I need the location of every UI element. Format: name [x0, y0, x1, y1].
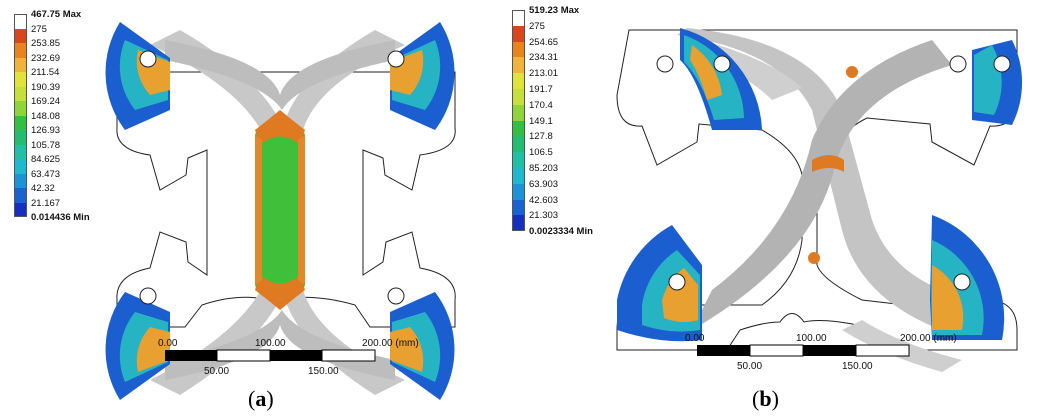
body-a: [105, 22, 455, 400]
legend-swatch: [512, 10, 525, 26]
legend-swatch: [14, 115, 27, 130]
caption-b: (b): [752, 386, 779, 411]
scale-a-bottom-1: 150.00: [308, 366, 339, 377]
legend-label: 126.93: [31, 125, 61, 136]
legend-a: 467.75 Max 275 253.85 232.69 211.54 190.39 169…: [14, 9, 124, 234]
legend-label: 85.203: [529, 163, 559, 174]
legend-swatch: [512, 73, 525, 89]
legend-label: 0.0023334 Min: [529, 226, 593, 238]
legend-swatch: [512, 89, 525, 105]
body-b: [617, 28, 1023, 372]
legend-label: 63.903: [529, 178, 559, 190]
legend-swatch: [14, 57, 27, 72]
legend-label: 84.625: [31, 154, 61, 165]
legend-swatch: [14, 28, 27, 43]
legend-label: 232.69: [31, 52, 61, 64]
legend-swatch: [14, 188, 27, 203]
legend-label: 275: [529, 20, 545, 32]
legend-swatch: [512, 152, 525, 168]
legend-swatch: [512, 183, 525, 200]
legend-swatch: [512, 199, 525, 216]
scale-b-top-1: 100.00: [796, 333, 827, 344]
scale-b-bottom-0: 50.00: [737, 361, 762, 372]
legend-label: 467.75 Max: [31, 9, 82, 20]
legend-swatch: [512, 215, 525, 232]
scale-bar-b: 0.00 100.00 200.00 (mm) 50.00 150.00: [685, 333, 957, 372]
legend-label: 21.167: [31, 197, 61, 209]
legend-swatch: [14, 86, 27, 101]
legend-label: 253.85: [31, 38, 61, 49]
legend-label: 106.5: [529, 147, 553, 159]
panel-a: 467.75 Max 275 253.85 232.69 211.54 190.39 169…: [0, 0, 512, 417]
scale-b-top-2: 200.00 (mm): [900, 333, 957, 344]
legend-label: 63.473: [31, 168, 61, 180]
legend-label: 149.1: [529, 115, 553, 127]
legend-label: 234.31: [529, 52, 559, 64]
legend-label: 190.39: [31, 81, 61, 93]
legend-swatch: [512, 136, 525, 153]
legend-swatch: [14, 202, 27, 217]
legend-label: 519.23 Max: [529, 5, 580, 16]
legend-swatch: [512, 168, 525, 184]
scale-a-top-1: 100.00: [255, 338, 286, 349]
scale-a-bottom-0: 50.00: [204, 366, 229, 377]
legend-label: 105.78: [31, 139, 61, 151]
legend-label: 275: [31, 23, 47, 35]
legend-b: 519.23 Max 275 254.65 234.31 213.01 191.7 170.…: [512, 5, 624, 248]
legend-label: 191.7: [529, 84, 553, 95]
legend-swatch: [512, 25, 525, 42]
legend-label: 211.54: [31, 67, 60, 78]
legend-swatch: [14, 130, 27, 145]
legend-label: 127.8: [529, 131, 553, 143]
legend-label: 42.32: [31, 183, 55, 194]
legend-label: 21.303: [529, 210, 559, 222]
panel-b: 519.23 Max 275 254.65 234.31 213.01 191.7 170.…: [512, 0, 1037, 417]
legend-label: 42.603: [529, 194, 559, 206]
caption-a: (a): [248, 386, 274, 411]
fem-plot-b: 0.00 100.00 200.00 (mm) 50.00 150.00: [616, 28, 1023, 372]
legend-label: 254.65: [529, 36, 559, 48]
scale-a-top-0: 0.00: [158, 338, 178, 349]
legend-label: 0.014436 Min: [31, 212, 90, 223]
legend-swatch: [512, 104, 525, 121]
legend-swatch: [14, 101, 27, 116]
legend-label: 148.08: [31, 110, 61, 122]
legend-label: 169.24: [31, 96, 61, 107]
legend-swatch: [14, 14, 27, 29]
fem-plot-a: 0.00 100.00 200.00 (mm) 50.00 150.00: [105, 22, 456, 400]
legend-swatch: [512, 57, 525, 74]
legend-swatch: [14, 72, 27, 87]
legend-label: 170.4: [529, 99, 553, 111]
scale-a-top-2: 200.00 (mm): [362, 338, 419, 349]
legend-swatch: [14, 43, 27, 58]
legend-label: 213.01: [529, 68, 559, 80]
scale-bar-a: 0.00 100.00 200.00 (mm) 50.00 150.00: [158, 338, 419, 377]
legend-swatch: [14, 159, 27, 174]
legend-swatch: [512, 41, 525, 58]
legend-swatch: [14, 173, 27, 188]
scale-b-top-0: 0.00: [685, 333, 705, 344]
legend-swatch: [512, 120, 525, 137]
scale-b-bottom-1: 150.00: [842, 361, 873, 372]
legend-swatch: [14, 144, 27, 159]
